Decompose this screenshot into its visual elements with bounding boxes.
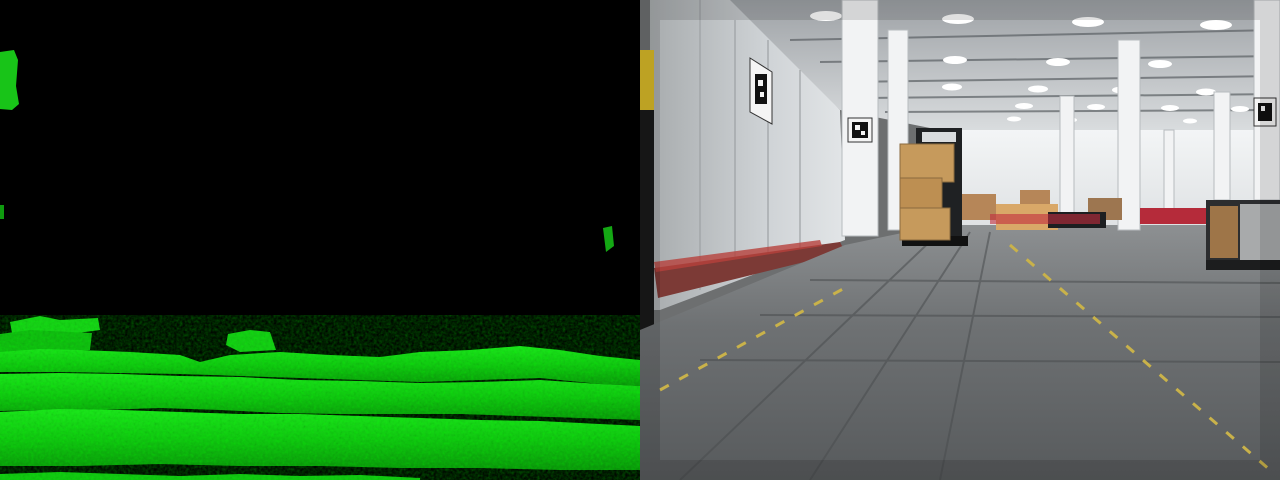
safety-post: [640, 50, 654, 340]
far-cargo: [962, 190, 1212, 230]
camera-canvas: [640, 0, 1280, 480]
cargo-cart: [899, 128, 968, 246]
right-pallet: [1206, 200, 1280, 270]
box-top: [899, 143, 955, 183]
depth-view: [0, 50, 640, 480]
depth-canvas: [0, 50, 640, 480]
floor-lane-lines: [659, 243, 1271, 472]
left-wall: [650, 0, 845, 310]
depth-blob-topleft: [0, 50, 19, 110]
fiducial-marker-right: [1253, 97, 1277, 127]
fiducial-marker-left: [749, 57, 773, 125]
fiducial-marker-pillar: [847, 117, 873, 143]
depth-speck-right: [603, 226, 614, 252]
camera-view: [640, 0, 1280, 480]
box-bottom: [899, 207, 951, 241]
wall-rail: [654, 242, 845, 298]
box-middle: [899, 177, 943, 209]
warehouse-floor: [640, 225, 1280, 480]
depth-speck: [0, 205, 4, 219]
